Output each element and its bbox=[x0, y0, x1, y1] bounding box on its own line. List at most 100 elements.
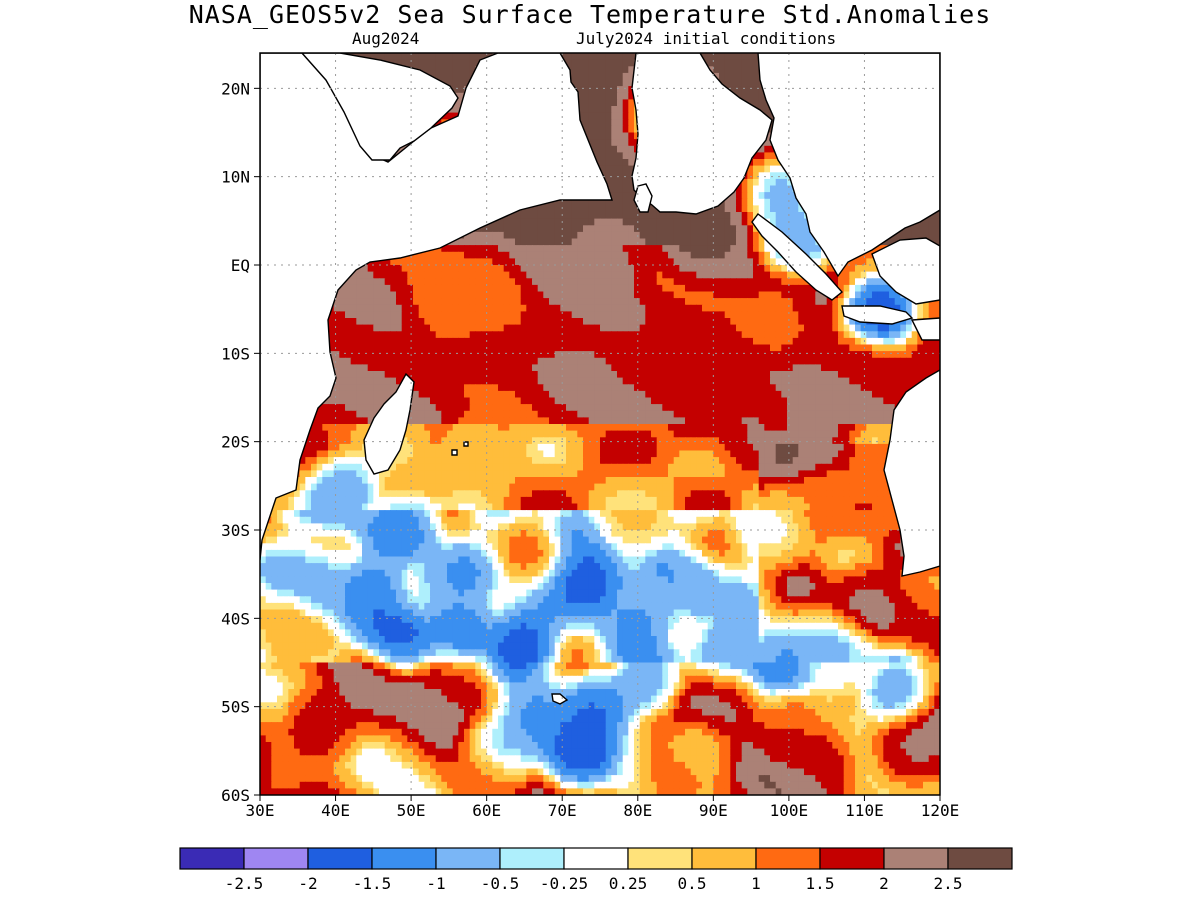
anomaly-cell bbox=[798, 245, 805, 253]
anomaly-cell bbox=[396, 278, 403, 286]
anomaly-cell bbox=[554, 212, 561, 220]
anomaly-cell bbox=[634, 284, 641, 293]
anomaly-cell bbox=[549, 304, 556, 312]
anomaly-cell bbox=[481, 225, 488, 233]
anomaly-cell bbox=[787, 212, 794, 220]
anomaly-cell bbox=[679, 245, 686, 253]
anomaly-cell bbox=[554, 225, 561, 233]
anomaly-cell bbox=[747, 304, 754, 312]
anomaly-cell bbox=[413, 311, 420, 319]
anomaly-cell bbox=[475, 278, 482, 286]
anomaly-cell bbox=[821, 298, 828, 306]
anomaly-cell bbox=[594, 66, 601, 74]
anomaly-cell bbox=[600, 53, 607, 61]
anomaly-cell bbox=[679, 238, 686, 246]
anomaly-cell bbox=[758, 165, 765, 173]
anomaly-cell bbox=[396, 318, 403, 326]
anomaly-cell bbox=[407, 258, 414, 266]
anomaly-cell bbox=[520, 218, 527, 226]
anomaly-cell bbox=[617, 53, 624, 61]
anomaly-cell bbox=[719, 225, 726, 233]
anomaly-cell bbox=[373, 298, 380, 306]
anomaly-cell bbox=[696, 225, 703, 233]
anomaly-cell bbox=[872, 284, 879, 293]
anomaly-cell bbox=[747, 245, 754, 253]
anomaly-cell bbox=[532, 238, 539, 246]
anomaly-cell bbox=[787, 318, 794, 326]
anomaly-cell bbox=[407, 304, 414, 312]
anomaly-cell bbox=[736, 79, 743, 87]
anomaly-cell bbox=[662, 225, 669, 233]
anomaly-cell bbox=[566, 258, 573, 266]
anomaly-cell bbox=[515, 291, 522, 299]
anomaly-cell bbox=[492, 304, 499, 312]
anomaly-cell bbox=[679, 218, 686, 226]
anomaly-cell bbox=[707, 318, 714, 326]
anomaly-cell bbox=[447, 291, 454, 299]
anomaly-cell bbox=[566, 324, 573, 332]
anomaly-cell bbox=[594, 304, 601, 312]
anomaly-cell bbox=[741, 318, 748, 326]
anomaly-cell bbox=[407, 291, 414, 299]
anomaly-cell bbox=[447, 304, 454, 312]
anomaly-cell bbox=[798, 318, 805, 326]
anomaly-cell bbox=[758, 318, 765, 326]
anomaly-cell bbox=[588, 112, 595, 120]
anomaly-cell bbox=[464, 245, 471, 253]
anomaly-cell bbox=[526, 258, 533, 266]
anomaly-cell bbox=[917, 304, 924, 312]
anomaly-cell bbox=[571, 198, 578, 206]
anomaly-cell bbox=[583, 125, 590, 134]
anomaly-cell bbox=[702, 284, 709, 293]
anomaly-cell bbox=[713, 225, 720, 233]
anomaly-cell bbox=[447, 311, 454, 319]
anomaly-cell bbox=[418, 284, 425, 293]
anomaly-cell bbox=[662, 278, 669, 286]
anomaly-cell bbox=[577, 231, 584, 240]
anomaly-cell bbox=[707, 278, 714, 286]
anomaly-cell bbox=[736, 271, 743, 279]
anomaly-cell bbox=[645, 218, 652, 226]
anomaly-cell bbox=[775, 304, 782, 312]
anomaly-cell bbox=[605, 132, 612, 140]
anomaly-cell bbox=[923, 231, 930, 240]
anomaly-cell bbox=[855, 278, 862, 286]
anomaly-cell bbox=[724, 278, 731, 286]
anomaly-cell bbox=[622, 198, 629, 206]
anomaly-cell bbox=[464, 79, 471, 87]
anomaly-cell bbox=[435, 119, 442, 127]
anomaly-cell bbox=[758, 86, 765, 94]
anomaly-cell bbox=[617, 225, 624, 233]
anomaly-cell bbox=[622, 79, 629, 87]
anomaly-cell bbox=[639, 245, 646, 253]
anomaly-cell bbox=[373, 258, 380, 266]
anomaly-cell bbox=[866, 258, 873, 266]
anomaly-cell bbox=[617, 178, 624, 187]
anomaly-cell bbox=[622, 278, 629, 286]
anomaly-cell bbox=[588, 79, 595, 87]
anomaly-cell bbox=[520, 238, 527, 246]
anomaly-cell bbox=[401, 258, 408, 266]
anomaly-cell bbox=[849, 271, 856, 279]
anomaly-cell bbox=[611, 159, 618, 167]
anomaly-cell bbox=[605, 258, 612, 266]
anomaly-cell bbox=[872, 265, 879, 273]
anomaly-cell bbox=[702, 265, 709, 273]
anomaly-cell bbox=[430, 318, 437, 326]
anomaly-cell bbox=[588, 284, 595, 293]
anomaly-cell bbox=[617, 258, 624, 266]
anomaly-cell bbox=[594, 86, 601, 94]
anomaly-cell bbox=[413, 298, 420, 306]
anomaly-cell bbox=[849, 291, 856, 299]
anomaly-cell bbox=[464, 59, 471, 67]
anomaly-cell bbox=[588, 92, 595, 100]
anomaly-cell bbox=[549, 324, 556, 332]
anomaly-cell bbox=[668, 291, 675, 299]
anomaly-cell bbox=[520, 271, 527, 279]
anomaly-cell bbox=[843, 284, 850, 293]
anomaly-cell bbox=[741, 265, 748, 273]
anomaly-cell bbox=[441, 291, 448, 299]
anomaly-cell bbox=[373, 304, 380, 312]
anomaly-cell bbox=[690, 284, 697, 293]
anomaly-cell bbox=[350, 284, 357, 293]
